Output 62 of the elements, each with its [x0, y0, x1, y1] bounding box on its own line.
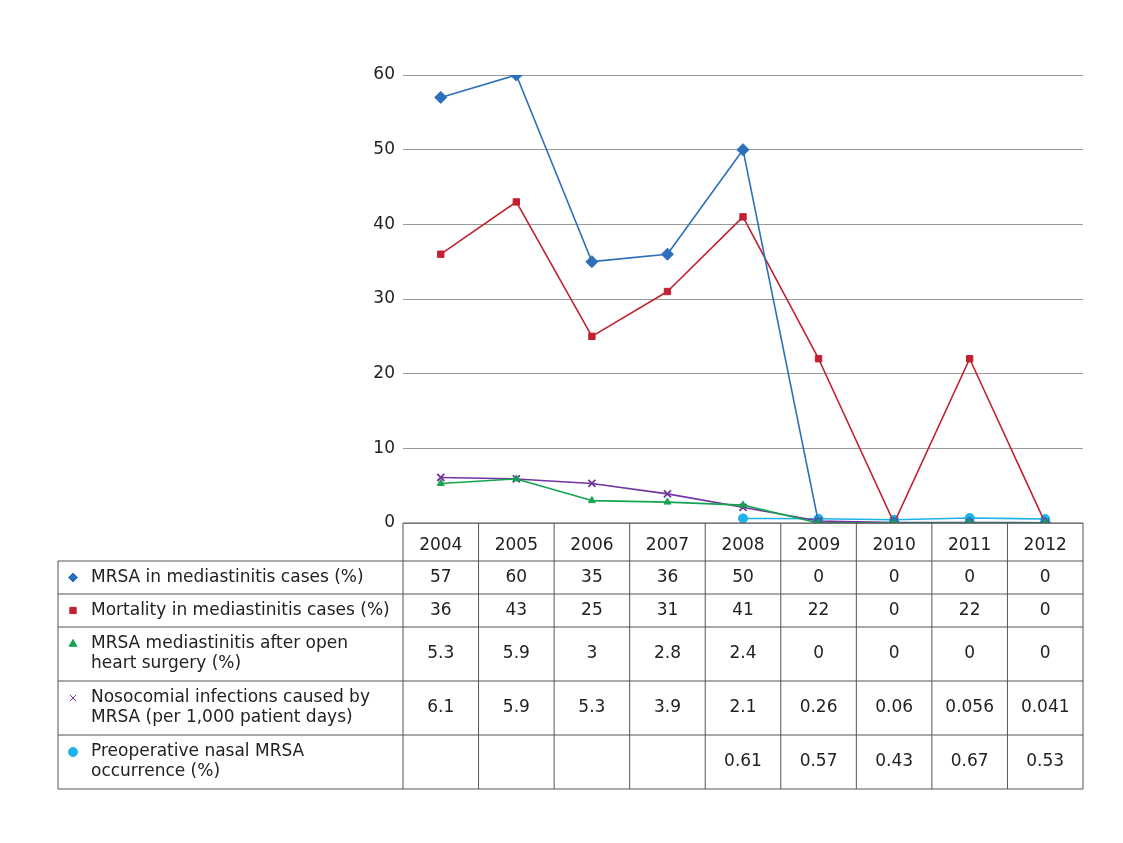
data-label: 2.1 — [729, 696, 757, 717]
y-tick-label: 30 — [373, 287, 395, 308]
data-label: 0.06 — [875, 696, 914, 717]
legend-label: Nosocomial infections caused by MRSA (per 1,000 patient days) — [91, 686, 370, 727]
data-label: 0 — [813, 565, 824, 586]
legend-label: Preoperative nasal MRSA occurrence (%) — [91, 740, 305, 781]
x-tick-label: 2008 — [721, 533, 765, 554]
data-label: 0.056 — [945, 696, 994, 717]
data-label: 31 — [656, 598, 679, 619]
data-label: 36 — [429, 598, 452, 619]
data-label: 0 — [1039, 565, 1051, 586]
x-tick-label: 2004 — [419, 533, 463, 554]
data-label: 22 — [958, 598, 981, 619]
x-tick-label: 2005 — [494, 533, 538, 554]
data-label: 0 — [888, 642, 900, 663]
data-label: 0 — [964, 565, 976, 586]
x-tick-label: 2010 — [872, 533, 916, 554]
data-label: 6.1 — [427, 696, 455, 717]
x-tick-label: 2007 — [645, 533, 690, 554]
data-label: 0.53 — [1026, 750, 1065, 771]
data-label: 0.61 — [724, 750, 762, 771]
x-tick-label: 2011 — [948, 533, 992, 554]
legend-label: Mortality in mediastinitis cases (%) — [91, 598, 390, 619]
x-tick-label: 2006 — [570, 533, 614, 554]
data-label: 35 — [581, 565, 603, 586]
data-label: 5.3 — [427, 642, 455, 663]
data-label: 5.9 — [502, 696, 530, 717]
data-label: 41 — [732, 598, 754, 619]
data-label: 0 — [1039, 598, 1051, 619]
data-label: 0.26 — [799, 696, 838, 717]
data-label: 36 — [656, 565, 679, 586]
legend-label: MRSA mediastinitis after open heart surgery (%) — [91, 632, 349, 673]
y-tick-label: 20 — [373, 362, 395, 383]
data-label: 5.3 — [578, 696, 606, 717]
y-tick-label: 0 — [384, 511, 395, 532]
data-label: 25 — [581, 598, 603, 619]
data-label: 0.67 — [950, 750, 989, 771]
data-label: 5.9 — [502, 642, 530, 663]
data-label: 0.43 — [875, 750, 914, 771]
y-tick-label: 60 — [373, 63, 395, 84]
data-label: 22 — [807, 598, 830, 619]
data-label: 3 — [586, 642, 598, 663]
data-label: 0.57 — [799, 750, 838, 771]
y-tick-label: 10 — [373, 436, 395, 457]
data-label: 0 — [1039, 642, 1051, 663]
data-label: 0 — [964, 642, 976, 663]
y-tick-label: 50 — [373, 138, 395, 159]
data-label: 57 — [429, 565, 452, 586]
data-label: 50 — [732, 565, 754, 586]
y-tick-label: 40 — [373, 212, 395, 233]
x-tick-label: 2009 — [796, 533, 841, 554]
data-label: 3.9 — [653, 696, 681, 717]
data-label: 0 — [888, 598, 900, 619]
data-label: 43 — [505, 598, 528, 619]
legend-label: MRSA in mediastinitis cases (%) — [91, 565, 364, 586]
data-label: 60 — [505, 565, 528, 586]
data-label: 2.4 — [729, 642, 757, 663]
x-tick-label: 2012 — [1023, 533, 1067, 554]
data-label: 0.041 — [1020, 696, 1070, 717]
data-label: 2.8 — [653, 642, 681, 663]
data-label: 0 — [813, 642, 824, 663]
data-label: 0 — [888, 565, 900, 586]
